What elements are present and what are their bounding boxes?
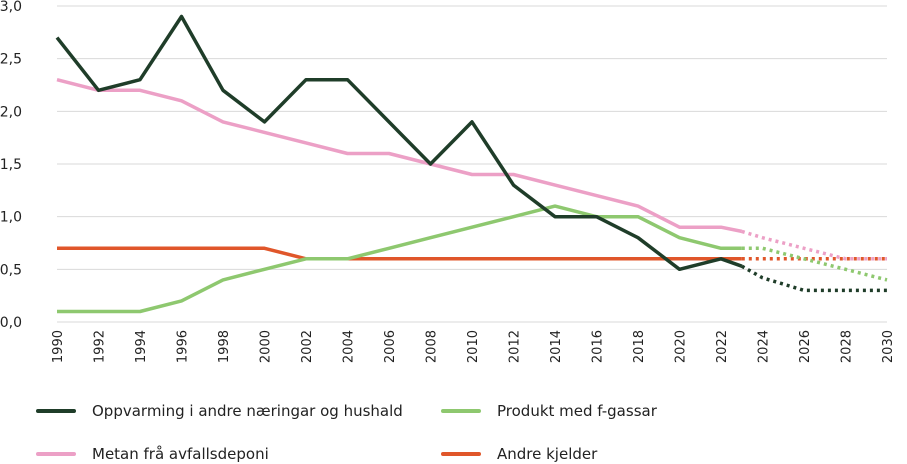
x-tick-label: 2000 <box>259 330 274 363</box>
legend-item-landfill-methane: Metan frå avfallsdeponi <box>36 445 269 463</box>
series-line-3 <box>57 246 742 261</box>
x-tick-label: 2014 <box>549 330 564 363</box>
series-line-2 <box>57 204 742 314</box>
legend-label-heating: Oppvarming i andre næringar og hushald <box>92 402 403 420</box>
gridlines <box>57 5 887 323</box>
x-tick-label: 2006 <box>383 330 398 363</box>
series-projection-1 <box>741 229 887 261</box>
x-tick-label: 1998 <box>217 330 232 363</box>
legend-label-other-sources: Andre kjelder <box>497 445 598 463</box>
y-tick-label: 0,0 <box>0 315 22 331</box>
legend-swatch-fgas <box>441 409 481 413</box>
y-tick-label: 0,5 <box>0 262 22 278</box>
y-tick-label: 2,0 <box>0 104 22 120</box>
legend-item-other-sources: Andre kjelder <box>441 445 597 463</box>
legend-label-fgas: Produkt med f-gassar <box>497 402 657 420</box>
x-tick-label: 2028 <box>840 330 855 363</box>
legend-swatch-heating <box>36 409 76 413</box>
legend-item-heating: Oppvarming i andre næringar og hushald <box>36 402 403 420</box>
y-tick-label: 3,0 <box>0 0 22 15</box>
x-tick-label: 2024 <box>757 330 772 363</box>
series-line-1 <box>56 78 743 234</box>
x-tick-label: 2022 <box>715 330 730 363</box>
legend: Oppvarming i andre næringar og hushald P… <box>0 390 907 464</box>
x-tick-label: 2010 <box>466 330 481 363</box>
legend-label-landfill-methane: Metan frå avfallsdeponi <box>92 445 269 463</box>
line-chart: 0,00,51,01,52,02,53,0 1990 1992 1994 1996 19… <box>0 0 896 363</box>
x-tick-label: 1992 <box>93 330 108 363</box>
legend-swatch-other-sources <box>441 452 481 456</box>
x-axis-ticks: 1990 1992 1994 1996 1998 2000 2002 2004 2006 2008… <box>51 330 896 363</box>
x-tick-label: 2020 <box>674 330 689 363</box>
series-projection-2 <box>741 246 888 282</box>
series-line-0 <box>55 14 743 272</box>
x-tick-label: 2016 <box>591 330 606 363</box>
y-tick-label: 1,0 <box>0 210 22 226</box>
x-tick-label: 2002 <box>300 330 315 363</box>
y-axis-ticks: 0,0 0,5 1,0 1,5 2,0 2,5 3,0 <box>0 0 22 331</box>
legend-item-fgas: Produkt med f-gassar <box>441 402 657 420</box>
x-tick-label: 2030 <box>881 330 896 363</box>
series-lines <box>55 14 888 314</box>
x-tick-label: 1990 <box>51 330 66 363</box>
x-tick-label: 2018 <box>632 330 647 363</box>
x-tick-label: 2012 <box>508 330 523 363</box>
x-tick-label: 1994 <box>134 330 149 363</box>
x-tick-label: 2026 <box>798 330 813 363</box>
y-tick-label: 2,5 <box>0 52 22 68</box>
x-tick-label: 2008 <box>425 330 440 363</box>
x-tick-label: 1996 <box>176 330 191 363</box>
y-tick-label: 1,5 <box>0 157 22 173</box>
legend-swatch-landfill-methane <box>36 452 76 456</box>
series-projection-0 <box>740 264 887 293</box>
x-tick-label: 2004 <box>342 330 357 363</box>
